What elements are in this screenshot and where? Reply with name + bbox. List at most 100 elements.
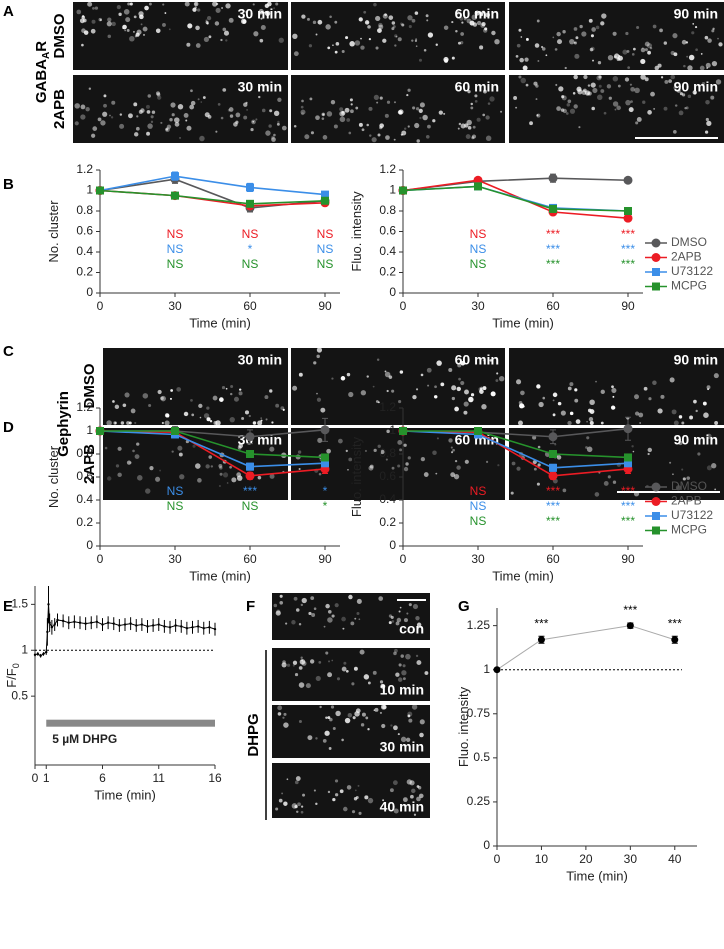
punctum	[136, 442, 140, 446]
micrograph	[509, 75, 724, 143]
micrograph	[291, 348, 505, 425]
punctum	[145, 488, 151, 494]
legend-marker	[652, 512, 660, 520]
punctum	[350, 109, 354, 114]
punctum	[313, 789, 316, 792]
y-axis-label: Fluo. intensity	[456, 686, 471, 767]
x-tick-label: 90	[318, 299, 332, 313]
punctum	[652, 380, 657, 386]
punctum	[308, 44, 313, 48]
punctum	[672, 33, 678, 39]
punctum	[617, 84, 621, 88]
punctum	[703, 412, 709, 418]
punctum	[575, 36, 579, 40]
punctum	[140, 23, 143, 26]
y-tick-label: 0.6	[379, 224, 396, 238]
data-point	[157, 623, 160, 626]
punctum	[685, 106, 689, 110]
punctum	[466, 18, 472, 24]
punctum	[291, 620, 296, 625]
punctum	[242, 19, 247, 24]
punctum	[395, 621, 400, 626]
punctum	[302, 793, 306, 797]
punctum	[174, 117, 180, 123]
punctum	[352, 716, 356, 720]
punctum	[389, 788, 394, 793]
punctum	[228, 107, 234, 112]
punctum	[472, 22, 478, 27]
punctum	[395, 672, 400, 677]
punctum	[312, 20, 317, 25]
punctum	[596, 75, 602, 81]
punctum	[427, 384, 430, 387]
punctum	[166, 124, 172, 129]
punctum	[318, 472, 322, 476]
punctum	[186, 42, 191, 47]
punctum	[463, 17, 467, 21]
punctum	[648, 397, 652, 401]
punctum	[298, 372, 303, 377]
legend-label: DMSO	[671, 235, 707, 249]
puncta	[281, 648, 429, 689]
punctum	[347, 468, 349, 471]
punctum	[591, 27, 596, 32]
punctum	[334, 603, 339, 608]
punctum	[394, 648, 398, 653]
punctum	[190, 100, 196, 106]
punctum	[355, 106, 359, 110]
series-line	[402, 185, 629, 212]
data-point	[45, 650, 48, 654]
punctum	[129, 35, 135, 42]
punctum	[416, 660, 422, 666]
punctum	[379, 125, 383, 130]
punctum	[357, 784, 360, 787]
punctum	[652, 24, 657, 29]
punctum	[405, 462, 409, 466]
panel-letter: F	[246, 598, 255, 615]
data-point	[321, 190, 329, 199]
data-point	[321, 196, 329, 205]
punctum	[679, 92, 683, 96]
punctum	[366, 21, 369, 24]
punctum	[639, 422, 642, 424]
punctum	[191, 413, 195, 417]
punctum	[145, 104, 150, 109]
punctum	[205, 464, 210, 469]
punctum	[586, 446, 593, 453]
punctum	[573, 27, 578, 31]
punctum	[382, 38, 387, 43]
punctum	[565, 112, 569, 115]
punctum	[221, 7, 223, 9]
punctum	[164, 12, 167, 14]
punctum	[119, 123, 125, 129]
punctum	[598, 75, 602, 79]
punctum	[327, 617, 333, 623]
punctum	[497, 464, 500, 467]
image-label: 60 min	[455, 79, 499, 95]
data-point	[671, 636, 679, 644]
punctum	[657, 408, 663, 414]
punctum	[350, 621, 355, 626]
punctum	[304, 134, 310, 140]
punctum	[392, 780, 398, 786]
y-axis-label-text: No. cluster	[46, 200, 61, 263]
image-label: 30 min	[238, 352, 282, 368]
image-label: 90 min	[674, 432, 718, 448]
punctum	[644, 41, 650, 47]
data-point	[171, 191, 179, 200]
punctum	[119, 113, 123, 116]
punctum	[600, 21, 605, 26]
punctum	[631, 53, 635, 56]
punctum	[122, 27, 124, 30]
punctum	[345, 449, 348, 453]
punctum	[293, 51, 299, 57]
punctum	[297, 802, 301, 807]
punctum	[397, 733, 400, 736]
punctum	[663, 41, 668, 45]
punctum	[260, 417, 263, 419]
punctum	[410, 794, 414, 799]
punctum	[160, 121, 163, 124]
punctum	[673, 130, 677, 134]
punctum	[300, 656, 303, 659]
punctum	[162, 3, 165, 6]
